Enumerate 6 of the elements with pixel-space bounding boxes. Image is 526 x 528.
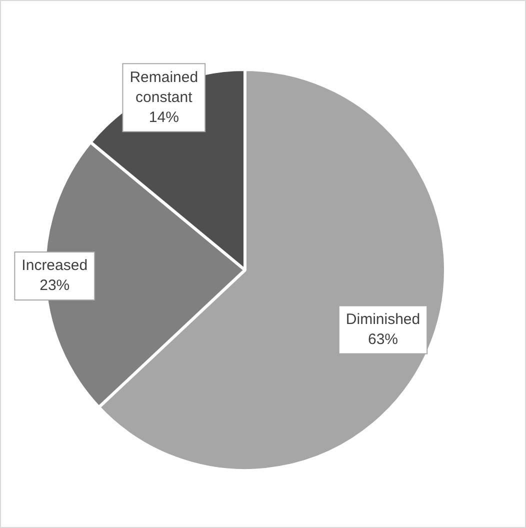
data-label: 14% [148, 108, 179, 126]
data-label: 63% [368, 330, 398, 348]
data-label: 23% [40, 277, 70, 294]
slice-label: Increased [22, 257, 88, 274]
slice-label: Diminished [346, 310, 420, 328]
slice-label: Remained constant [130, 68, 198, 106]
